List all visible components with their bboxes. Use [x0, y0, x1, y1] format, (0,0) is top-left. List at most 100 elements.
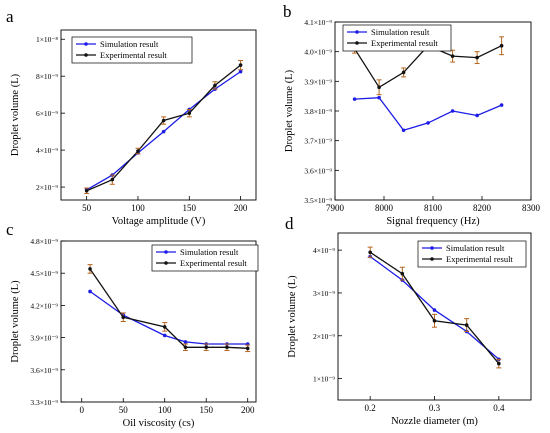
- y-tick-label: 3.9×10⁻⁹: [304, 77, 332, 86]
- x-tick-label: 50: [119, 405, 129, 415]
- y-tick-label: 3.3×10⁻⁹: [30, 398, 58, 407]
- legend-entry: Simulation result: [180, 247, 239, 257]
- series-line: [86, 64, 242, 192]
- x-tick-label: 0.2: [365, 403, 376, 413]
- series-experimental: [84, 59, 244, 195]
- data-point: [84, 188, 89, 193]
- y-tick-label: 8×10⁻⁹: [36, 72, 58, 81]
- panel-letter: a: [6, 7, 14, 26]
- data-point: [110, 177, 115, 182]
- x-tick-label: 0: [79, 405, 84, 415]
- x-axis-label: Oil viscosity (cs): [123, 418, 195, 429]
- data-point: [464, 323, 469, 327]
- legend-entry: Experimental result: [180, 258, 247, 268]
- data-point: [401, 128, 406, 133]
- series-simulation: [368, 254, 501, 362]
- chart-panel-c: c 0 50 100 150 200 3.3×10⁻⁹ 3.6×10⁻⁹ 3.9×10⁻⁹ 4.2…: [6, 220, 259, 429]
- legend-marker: [430, 246, 434, 250]
- data-point: [183, 345, 188, 350]
- chart-panel-a: a 50 100 150 200 2×10⁻⁹ 4×10⁻⁹ 6×10⁻⁹ 8×10⁻⁹ 1×10…: [6, 7, 257, 227]
- y-tick-label: 1×10⁻⁹: [313, 375, 335, 384]
- legend-entry: Simulation result: [446, 243, 505, 253]
- panel-letter: b: [283, 2, 292, 21]
- x-tick-label: 0.3: [429, 403, 441, 413]
- y-tick-label: 4.1×10⁻⁹: [304, 18, 332, 27]
- y-tick-label: 2×10⁻⁹: [36, 183, 58, 192]
- legend-entry: Experimental result: [446, 254, 513, 264]
- x-tick-label: 100: [158, 405, 172, 415]
- data-point: [450, 54, 455, 58]
- data-point: [475, 55, 479, 60]
- legend-marker: [84, 53, 88, 57]
- data-point: [432, 308, 437, 312]
- y-tick-label: 3×10⁻⁹: [313, 289, 335, 298]
- data-point: [432, 318, 437, 323]
- panel-letter: d: [285, 214, 294, 233]
- data-point: [121, 315, 126, 320]
- data-point: [377, 85, 381, 90]
- data-point: [213, 83, 217, 88]
- y-tick-label: 3.6×10⁻⁹: [30, 366, 58, 375]
- legend-box: [151, 244, 259, 272]
- plot-frame: [60, 29, 257, 201]
- series-simulation: [88, 289, 250, 346]
- y-tick-label: 3.9×10⁻⁹: [30, 334, 58, 343]
- data-point: [136, 149, 140, 153]
- legend-entry: Simulation result: [100, 39, 159, 49]
- y-axis-label: Droplet volume (L): [10, 280, 21, 363]
- data-point: [88, 267, 92, 271]
- y-tick-label: 3.5×10⁻⁹: [304, 196, 332, 205]
- data-point: [426, 121, 430, 125]
- data-point: [238, 63, 243, 67]
- y-tick-label: 4×10⁻⁹: [313, 246, 335, 255]
- legend-box: [417, 240, 527, 268]
- y-tick-label: 2×10⁻⁹: [313, 332, 335, 341]
- legend-marker: [430, 257, 434, 261]
- data-point: [499, 43, 504, 48]
- x-tick-label: 0.4: [493, 403, 505, 413]
- legend-marker: [164, 261, 168, 265]
- y-tick-label: 4.2×10⁻⁹: [30, 301, 58, 310]
- legend-entry: Experimental result: [100, 50, 167, 60]
- x-tick-label: 8000: [375, 203, 394, 213]
- data-point: [368, 250, 372, 255]
- legend-marker: [84, 42, 88, 46]
- series-experimental: [367, 246, 502, 369]
- data-point: [162, 333, 167, 338]
- x-tick-label: 8100: [424, 203, 443, 213]
- data-point: [183, 340, 188, 344]
- y-axis-label: Droplet volume (L): [10, 73, 21, 156]
- legend-entry: Simulation result: [371, 27, 430, 37]
- x-axis-label: Nozzle diameter (m): [391, 416, 478, 427]
- data-point: [225, 345, 229, 350]
- y-tick-label: 1×10⁻⁸: [36, 35, 58, 44]
- y-tick-label: 4.0×10⁻⁹: [304, 48, 332, 57]
- series-simulation: [84, 69, 243, 192]
- data-point: [88, 289, 92, 294]
- series-experimental: [87, 264, 251, 353]
- x-tick-label: 150: [199, 405, 213, 415]
- y-tick-label: 3.8×10⁻⁹: [304, 107, 332, 116]
- data-point: [400, 271, 405, 276]
- legend-entry: Experimental result: [371, 38, 438, 48]
- series-line: [369, 251, 500, 365]
- data-point: [161, 129, 166, 134]
- data-point: [245, 346, 250, 351]
- chart-panel-d: d 0.2 0.3 0.4 1×10⁻⁹ 2×10⁻⁹ 3×10⁻⁹ 4×10⁻⁹ Nozzle…: [285, 214, 532, 427]
- series-line: [369, 256, 500, 360]
- y-tick-label: 4.5×10⁻⁹: [30, 269, 58, 278]
- plot-frame: [60, 240, 257, 403]
- x-tick-label: 100: [131, 203, 145, 213]
- x-tick-label: 150: [183, 203, 197, 213]
- data-point: [162, 325, 167, 329]
- data-point: [401, 70, 406, 75]
- legend-marker: [355, 30, 359, 34]
- y-axis-label: Droplet volume (L): [284, 69, 295, 152]
- series-line: [89, 290, 248, 345]
- y-tick-label: 6×10⁻⁹: [36, 109, 58, 118]
- legend-marker: [355, 41, 359, 45]
